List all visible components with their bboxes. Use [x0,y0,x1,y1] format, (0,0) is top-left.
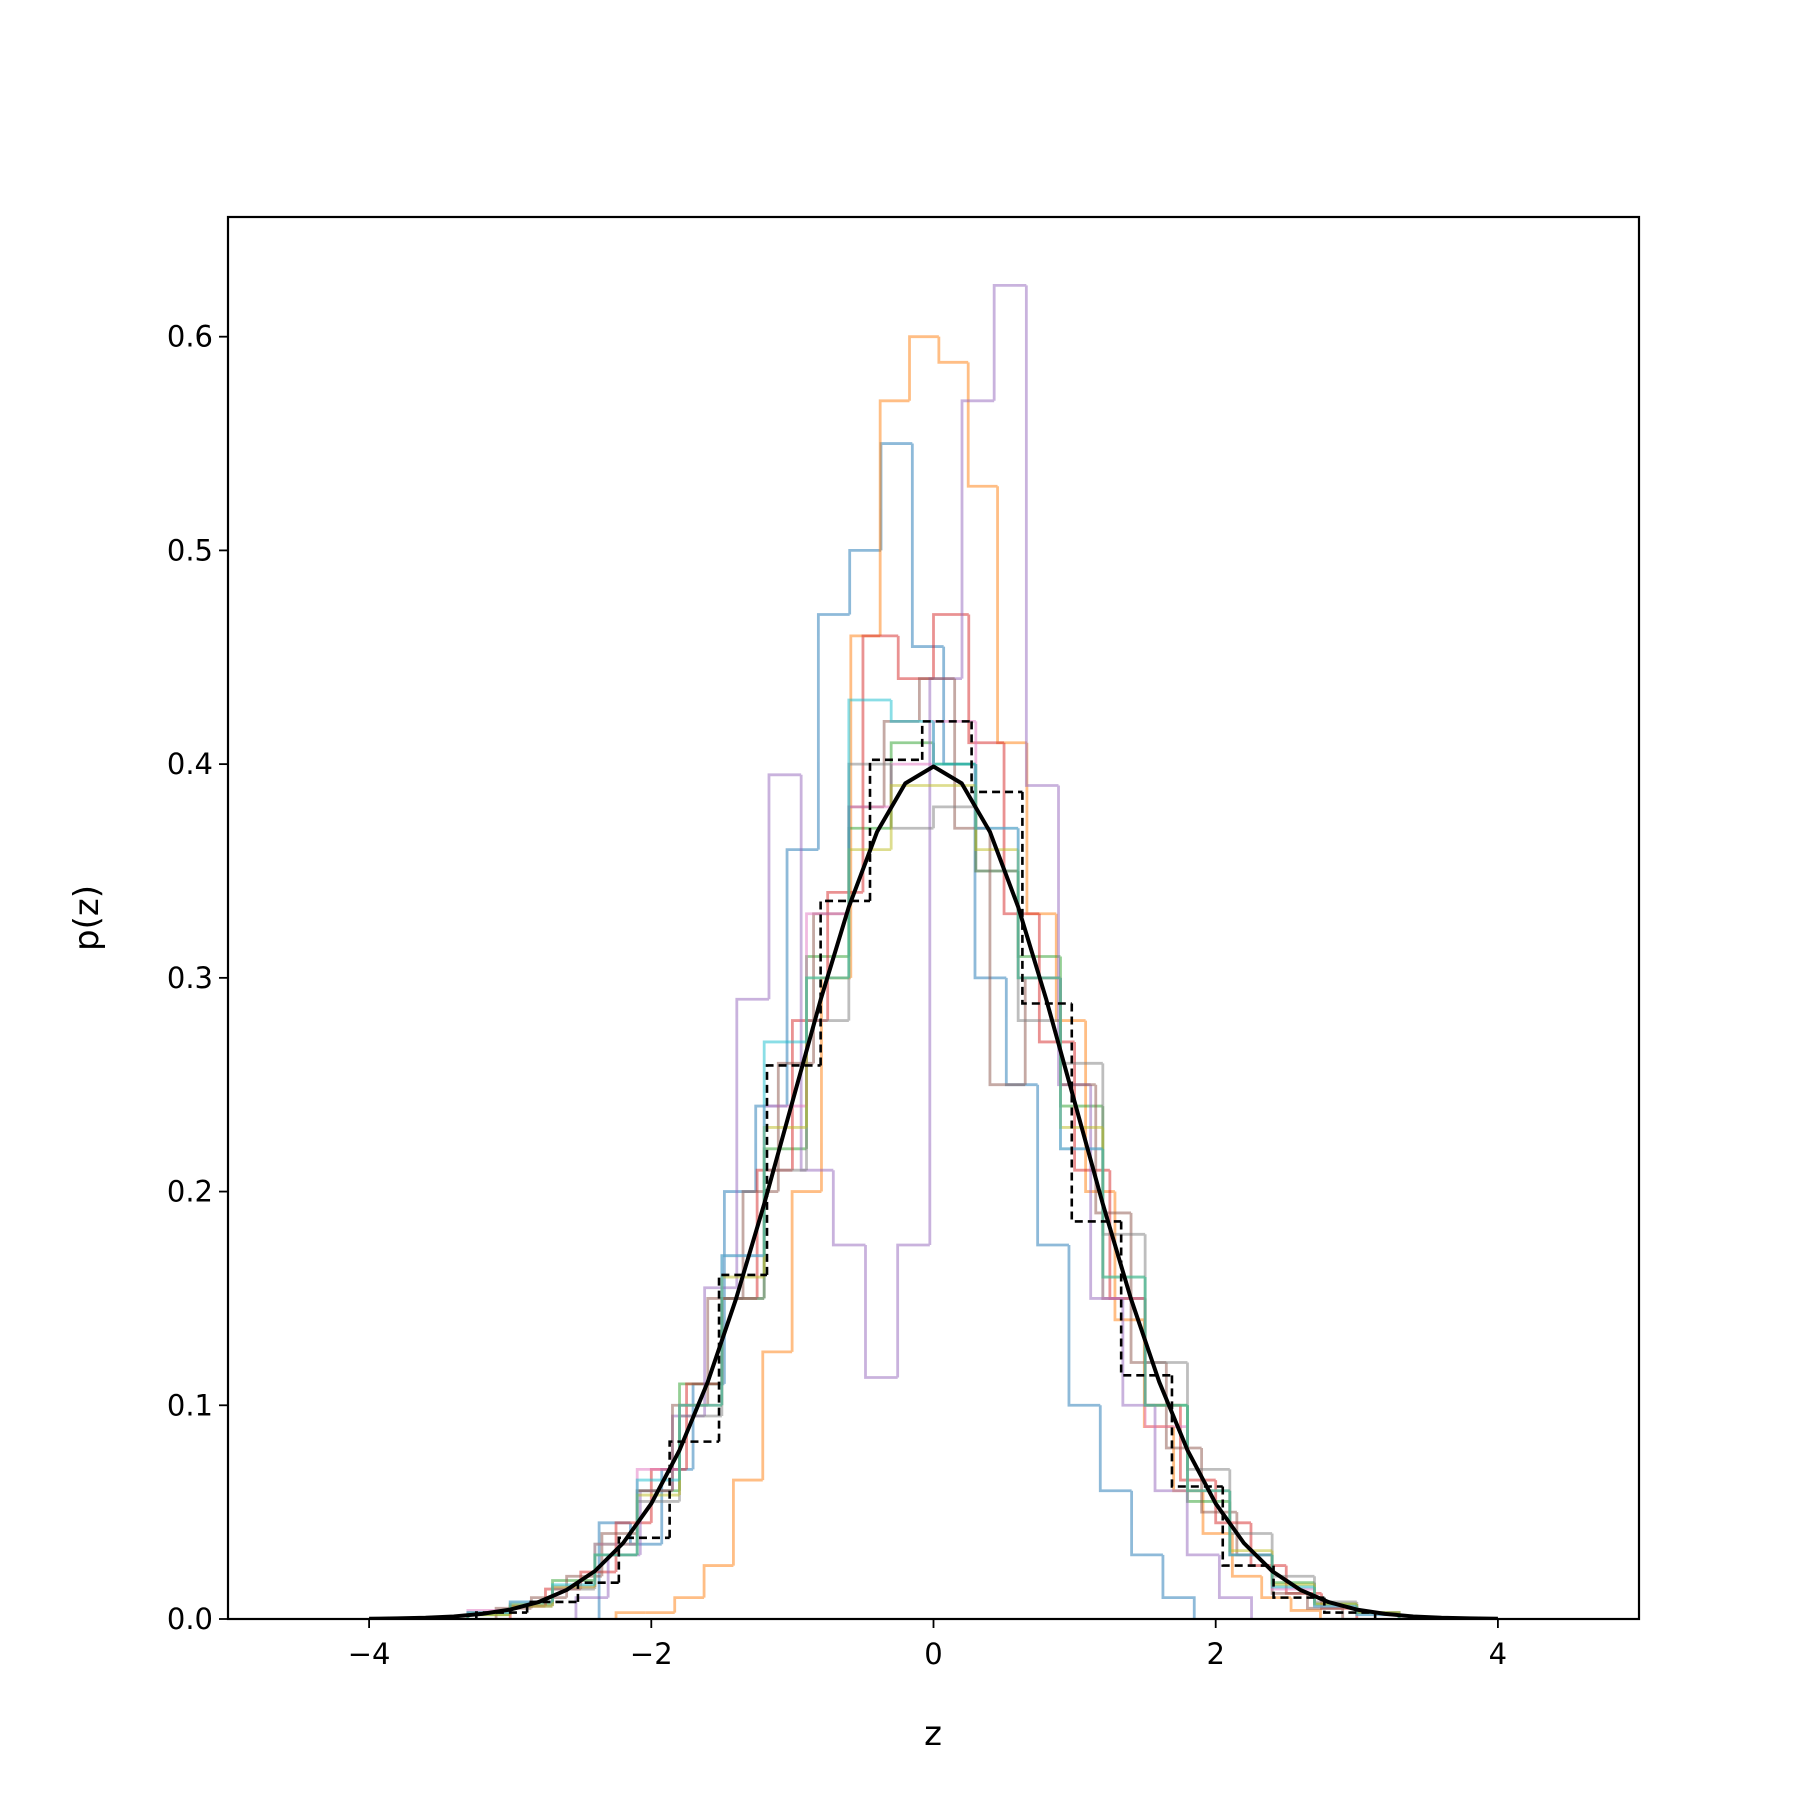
histogram-bin [762,1040,807,1256]
x-tick-label: −4 [348,1637,391,1671]
x-tick-label: 2 [1206,1637,1224,1671]
y-axis-label: p(z) [67,885,107,951]
histogram-bin [1037,913,1075,1044]
histogram-bin [868,758,923,901]
histogram-bin [908,335,939,401]
histogram-bin [1143,1277,1188,1407]
histogram-bin [932,721,976,766]
histogram-bin [970,721,1023,794]
histogram-bin [831,1170,866,1247]
histogram-bin [816,613,850,850]
histogram-bin [1201,1490,1233,1535]
histogram-bin [1101,1148,1146,1279]
density-curve [369,764,1498,1619]
histogram-bin [960,399,995,679]
histogram-bin [992,283,1027,401]
histogram-bin [974,764,1019,830]
histogram-bin [1217,1554,1253,1619]
histogram-bin [1161,1554,1196,1619]
histogram-bin [735,997,769,1288]
histogram-bin [1130,1490,1163,1557]
histogram-bin [702,1564,734,1598]
histogram-bin [917,677,955,722]
histogram-bin [1323,1597,1377,1619]
histogram-bin [988,828,1026,1087]
histogram-bin [593,1553,638,1585]
y-tick-label: 0.1 [167,1388,213,1422]
histogram-bin [1036,1084,1069,1247]
histogram-bin [673,1596,705,1613]
histogram-bin [1098,1405,1132,1493]
y-tick-label: 0.3 [167,961,213,995]
plot-area [369,283,1498,1619]
y-tick-label: 0.4 [167,747,213,781]
histogram-bin [889,784,934,850]
histogram-bin [732,1478,763,1566]
histogram-bin [767,773,802,1000]
histogram-bin [574,1596,609,1619]
y-tick-label: 0.6 [167,320,213,354]
histogram-bin [1070,1003,1122,1223]
histogram-bin [1084,1020,1115,1193]
histogram-bin [878,399,910,636]
histogram-bin [614,1611,646,1619]
histogram-bin [1164,1362,1202,1450]
histogram-bin [717,1273,768,1442]
histogram-bin [1185,1490,1220,1557]
histogram-bin [819,899,871,1066]
histogram-bin [790,1190,822,1352]
histogram-bin [1230,1533,1262,1578]
histogram-bin [685,1382,722,1470]
histogram-bin [920,720,972,760]
histogram-bin [847,698,892,978]
histogram-bin [579,1570,617,1590]
y-tick-label: 0.2 [167,1175,213,1209]
histogram-bin [848,549,882,615]
histogram-bin [1289,1597,1322,1619]
histogram-bin [932,613,969,679]
histogram-bin [937,336,969,364]
x-tick-label: 4 [1489,1637,1507,1671]
histogram-bin [966,362,998,488]
y-tick-label: 0.0 [167,1602,213,1636]
x-tick-label: −2 [630,1637,673,1671]
histogram-bin [1021,791,1072,1005]
histogram-bin [967,614,1005,745]
histogram-bin [1067,1244,1101,1407]
x-axis-label: z [924,1714,942,1754]
histogram-bin [1002,742,1040,916]
histogram-bin [785,848,819,1107]
histogram-bin [678,1403,722,1481]
histogram-bin [1016,828,1061,980]
histogram-bin [1186,1405,1230,1493]
histogram-bin [525,1600,578,1613]
histogram-bin [668,1440,720,1538]
histogram-bin [889,700,934,723]
histogram-bin [1153,1405,1188,1493]
x-tick-label: 0 [924,1637,942,1671]
y-tick-label: 0.5 [167,533,213,567]
histogram-bin [1024,285,1059,787]
histogram-bin [1272,1565,1325,1599]
histogram-bin [805,976,849,1042]
histogram-bin [932,805,976,829]
histogram-bin [1214,1480,1251,1525]
histogram-bin [761,1350,793,1481]
histogram-bin [703,1286,737,1416]
histogram-bin [1270,1554,1315,1589]
histogram-bin [765,1064,821,1275]
histogram-bin [864,1244,898,1379]
histogram-bin [896,1243,930,1378]
histogram-bin [617,1536,670,1583]
